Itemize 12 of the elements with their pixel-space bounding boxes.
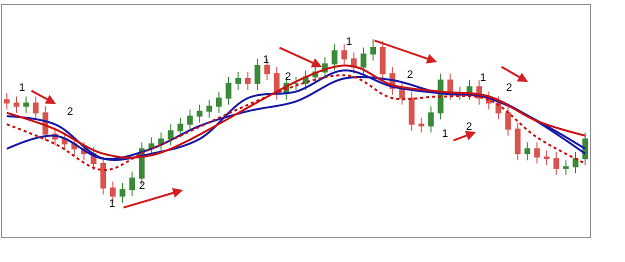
annotation: 2 [139,180,146,192]
annotation: 2 [466,121,472,133]
annotation: 1 [442,128,448,140]
annotation: 2 [67,106,74,118]
annotation: 2 [506,82,512,94]
annotation: 2 [285,71,292,83]
annotation: 1 [346,36,352,48]
annotation: 1 [19,82,26,94]
annotation: 2 [407,69,414,81]
annotation: 1 [263,54,270,66]
annotation: 1 [480,72,486,84]
annotation: 1 [109,198,116,210]
